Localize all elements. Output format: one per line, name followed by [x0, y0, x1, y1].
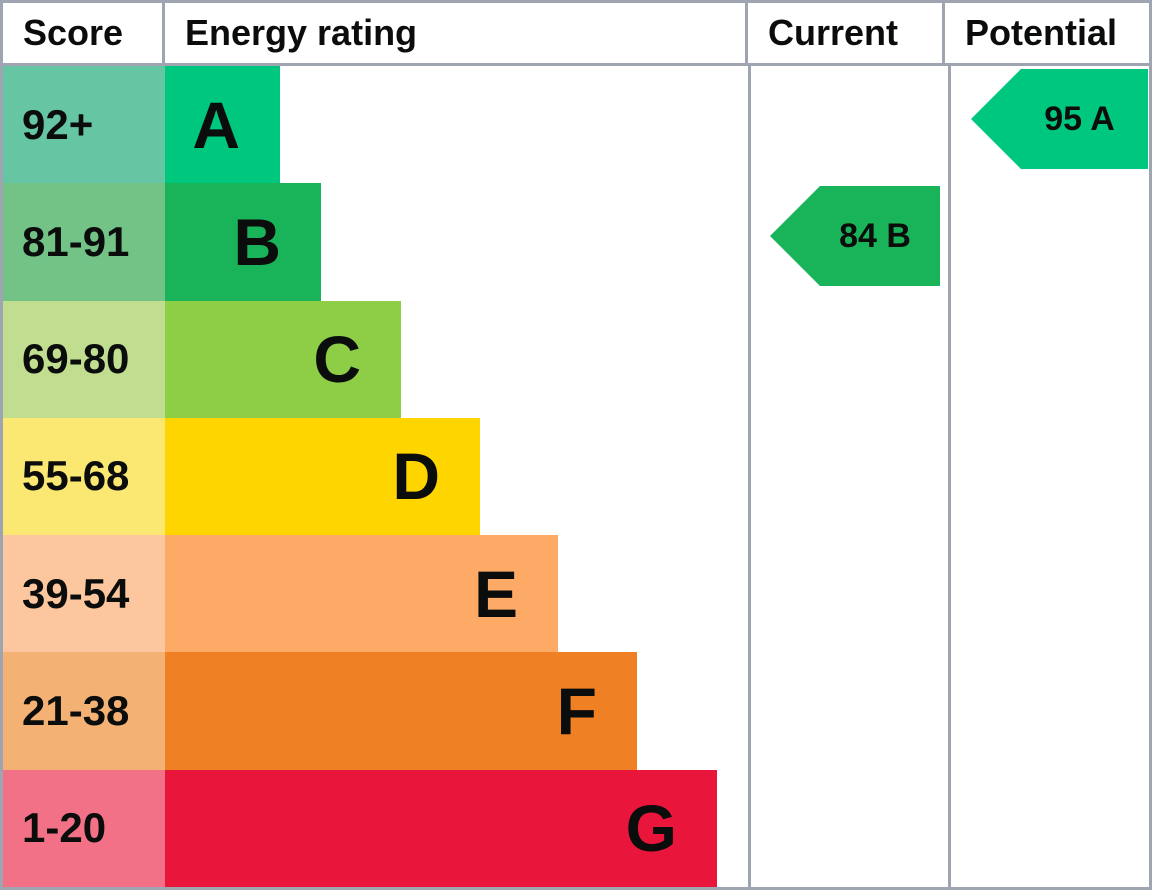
band-c-letter: C: [313, 322, 361, 397]
band-f-score-cell: 21-38: [3, 652, 165, 770]
header-potential: Potential: [945, 3, 1149, 63]
band-d-letter: D: [392, 439, 440, 514]
header-energy-rating-label: Energy rating: [185, 12, 418, 53]
band-g-score-label: 1-20: [22, 804, 107, 852]
band-f-letter: F: [556, 674, 597, 749]
header-score-label: Score: [23, 12, 124, 53]
current-rating-arrow: 84 B: [770, 186, 940, 286]
band-g-bar: G: [165, 769, 717, 887]
band-e-score-label: 39-54: [22, 569, 130, 617]
band-a-letter: A: [192, 87, 240, 162]
band-row-b: 81-91 B: [3, 183, 748, 301]
band-a-score-label: 92+: [22, 100, 94, 148]
chart-header: Score Energy rating Current Potential: [3, 3, 1149, 66]
band-a-score-cell: 92+: [3, 66, 165, 184]
band-c-score-label: 69-80: [22, 335, 130, 383]
header-current: Current: [748, 3, 945, 63]
band-d-bar: D: [165, 417, 480, 536]
header-potential-label: Potential: [965, 12, 1118, 53]
header-score: Score: [3, 3, 165, 63]
bands-column: 92+ A 81-91 B 69-80 C: [3, 66, 751, 887]
band-e-score-cell: 39-54: [3, 535, 165, 653]
band-f-bar: F: [165, 652, 637, 770]
band-c-score-cell: 69-80: [3, 300, 165, 418]
band-e-letter: E: [473, 556, 518, 631]
band-row-c: 69-80 C: [3, 300, 748, 418]
chart-body: 92+ A 81-91 B 69-80 C: [3, 66, 1149, 887]
band-b-score-label: 81-91: [22, 217, 130, 265]
band-a-bar: A: [165, 66, 280, 184]
band-d-score-cell: 55-68: [3, 417, 165, 536]
band-f-score-label: 21-38: [22, 687, 130, 735]
band-g-letter: G: [625, 791, 677, 866]
band-b-bar: B: [165, 183, 321, 301]
potential-rating-label: 95 A: [1044, 99, 1115, 138]
header-energy-rating: Energy rating: [165, 3, 748, 63]
band-c-bar: C: [165, 300, 401, 418]
potential-rating-arrow: 95 A: [971, 69, 1148, 169]
band-row-g: 1-20 G: [3, 769, 748, 887]
header-current-label: Current: [768, 12, 899, 53]
band-d-score-label: 55-68: [22, 452, 130, 500]
band-b-letter: B: [233, 204, 281, 279]
current-column: 84 B: [751, 66, 951, 887]
band-row-d: 55-68 D: [3, 417, 748, 536]
band-row-f: 21-38 F: [3, 652, 748, 770]
current-rating-label: 84 B: [839, 216, 911, 255]
band-row-e: 39-54 E: [3, 535, 748, 653]
potential-column: 95 A: [951, 66, 1149, 887]
band-row-a: 92+ A: [3, 66, 748, 184]
band-b-score-cell: 81-91: [3, 183, 165, 301]
band-g-score-cell: 1-20: [3, 769, 165, 887]
band-e-bar: E: [165, 535, 558, 653]
